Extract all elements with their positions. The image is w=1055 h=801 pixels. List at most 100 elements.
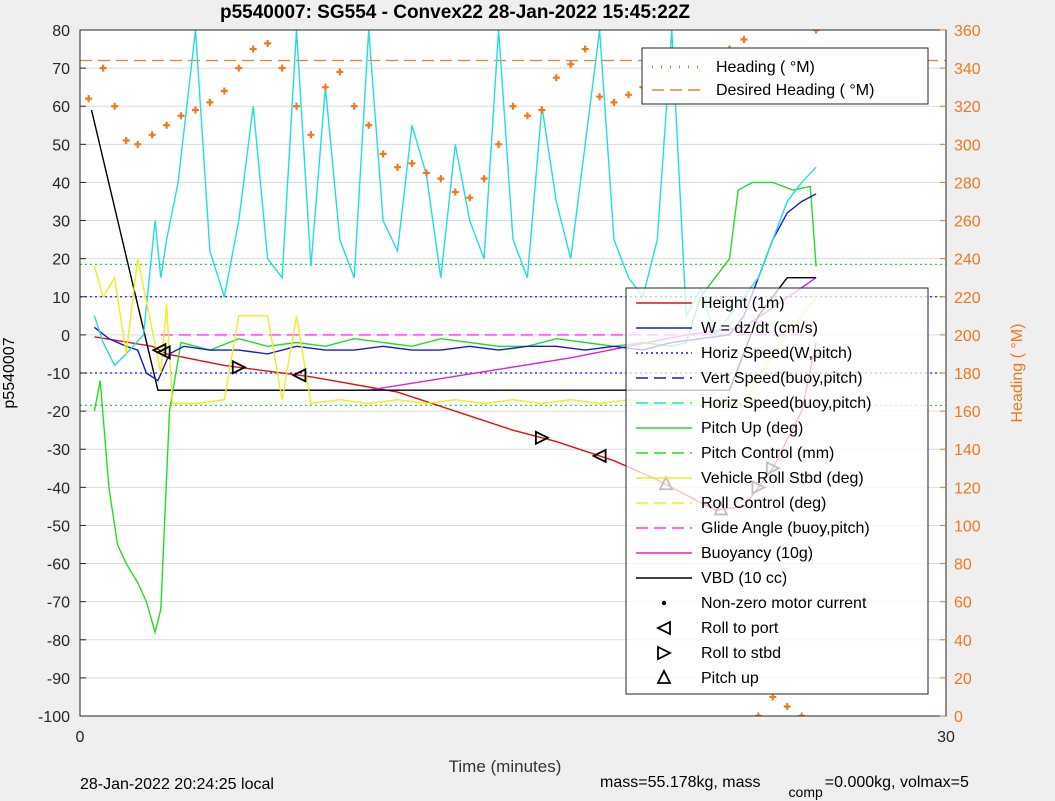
- event-marker-4: [534, 430, 550, 446]
- y-right-tick-label-6: 240: [954, 252, 981, 269]
- heading-point-7: [177, 112, 185, 120]
- y-tick-label-10: -20: [47, 404, 70, 421]
- y-tick-label-5: 30: [52, 214, 70, 231]
- event-marker-2: [231, 359, 247, 375]
- legend-marker-14: [657, 645, 673, 661]
- legend-label-7: Vehicle Roll Stbd (deg): [701, 470, 864, 487]
- y-right-tick-label-0: 360: [954, 23, 981, 40]
- legend-label-10: Buoyancy (10g): [701, 545, 813, 562]
- event-marker-1: [155, 344, 171, 360]
- y-tick-label-13: -50: [47, 518, 70, 535]
- heading-point-5: [148, 131, 156, 139]
- legend-label-12: Non-zero motor current: [701, 595, 867, 612]
- y-tick-label-17: -90: [47, 671, 70, 688]
- footer-mass-info: mass=55.178kg, mass comp=0.000kg, volmax=…: [600, 774, 969, 800]
- heading-point-9: [206, 98, 214, 106]
- heading-point-0: [85, 95, 93, 103]
- heading-point-28: [480, 175, 488, 183]
- legend-top-box: [641, 47, 929, 105]
- y-tick-label-2: 60: [52, 99, 70, 116]
- legend-label-3: Vert Speed(buoy,pitch): [701, 370, 863, 387]
- heading-point-32: [538, 106, 546, 114]
- heading-point-33: [552, 74, 560, 82]
- y-tick-label-12: -40: [47, 480, 70, 497]
- y-right-axis-label: Heading ( °M): [1009, 324, 1026, 423]
- heading-point-25: [437, 175, 445, 183]
- heading-point-47: [754, 712, 762, 716]
- legend-top: Heading ( °M) Desired Heading ( °M): [641, 47, 929, 105]
- heading-point-51: [812, 30, 820, 34]
- legend-label-5: Pitch Up (deg): [701, 420, 803, 437]
- footer-mass-subscript: comp: [789, 784, 823, 800]
- heading-point-22: [394, 163, 402, 171]
- y-right-tick-label-16: 40: [954, 633, 972, 650]
- x-axis-label: Time (minutes): [449, 757, 562, 776]
- y-right-tick-label-9: 180: [954, 366, 981, 383]
- y-tick-label-9: -10: [47, 366, 70, 383]
- y-right-tick-label-17: 20: [954, 671, 972, 688]
- heading-point-29: [495, 140, 503, 148]
- heading-point-17: [321, 83, 329, 91]
- y-right-tick-label-8: 200: [954, 328, 981, 345]
- y-tick-label-11: -30: [47, 442, 70, 459]
- y-right-tick-label-14: 80: [954, 557, 972, 574]
- series-line-4: [93, 181, 817, 635]
- y-right-tick-label-15: 60: [954, 595, 972, 612]
- y-right-tick-label-7: 220: [954, 290, 981, 307]
- y-right-tick-labels: 3603403203002802602402202001801601401201…: [940, 23, 981, 726]
- y-tick-label-18: -100: [38, 709, 70, 726]
- chart-title: p5540007: SG554 - Convex22 28-Jan-2022 1…: [220, 2, 690, 23]
- legend-top-label-1: Desired Heading ( °M): [716, 82, 874, 99]
- legend-label-1: W = dz/dt (cm/s): [701, 320, 818, 337]
- heading-point-20: [365, 121, 373, 129]
- heading-point-11: [235, 64, 243, 72]
- heading-point-35: [581, 45, 589, 53]
- heading-point-12: [249, 45, 257, 53]
- heading-point-27: [466, 194, 474, 202]
- heading-point-31: [523, 112, 531, 120]
- legend-label-8: Roll Control (deg): [701, 495, 826, 512]
- legend-label-11: VBD (10 cc): [701, 570, 787, 587]
- event-marker-5: [591, 448, 607, 464]
- y-right-tick-label-11: 140: [954, 442, 981, 459]
- heading-point-26: [451, 188, 459, 196]
- y-right-tick-label-13: 100: [954, 518, 981, 535]
- y-tick-label-1: 70: [52, 61, 70, 78]
- y-right-tick-label-10: 160: [954, 404, 981, 421]
- heading-point-1: [99, 64, 107, 72]
- heading-point-38: [624, 91, 632, 99]
- legend-label-6: Pitch Control (mm): [701, 445, 834, 462]
- heading-point-24: [422, 169, 430, 177]
- legend-main: Height (1m) W = dz/dt (cm/s) Horiz Speed(W…: [625, 287, 929, 695]
- legend-label-15: Pitch up: [701, 670, 759, 687]
- y-right-tick-label-18: 0: [954, 709, 963, 726]
- y-tick-label-4: 40: [52, 175, 70, 192]
- legend-label-9: Glide Angle (buoy,pitch): [701, 520, 870, 537]
- heading-point-36: [596, 93, 604, 101]
- heading-point-15: [293, 102, 300, 110]
- heading-point-6: [163, 121, 171, 129]
- legend-label-0: Height (1m): [701, 295, 785, 312]
- y-tick-labels: 80 70 60 50 40 30 20 10 0 -10 -20 -30 -40 -50 -60 -70 -8…: [38, 23, 86, 726]
- y-tick-label-0: 80: [52, 23, 70, 40]
- x-tick-label-0: 0: [76, 729, 85, 746]
- legend-label-2: Horiz Speed(W,pitch): [701, 345, 852, 362]
- heading-point-49: [783, 702, 791, 710]
- heading-point-19: [350, 102, 358, 110]
- y-tick-label-16: -80: [47, 633, 70, 650]
- heading-point-37: [610, 98, 618, 106]
- y-right-tick-label-1: 340: [954, 61, 981, 78]
- event-marker-3: [291, 367, 307, 383]
- heading-point-50: [798, 712, 806, 716]
- heading-point-2: [111, 102, 119, 110]
- heading-point-3: [122, 137, 130, 145]
- heading-point-30: [509, 102, 517, 110]
- heading-point-21: [379, 150, 387, 158]
- y-tick-label-3: 50: [52, 137, 70, 154]
- legend-label-13: Roll to port: [701, 620, 779, 637]
- x-tick-label-1: 30: [937, 729, 955, 746]
- heading-point-46: [740, 36, 748, 44]
- heading-point-23: [408, 159, 416, 167]
- y-right-tick-label-4: 280: [954, 175, 981, 192]
